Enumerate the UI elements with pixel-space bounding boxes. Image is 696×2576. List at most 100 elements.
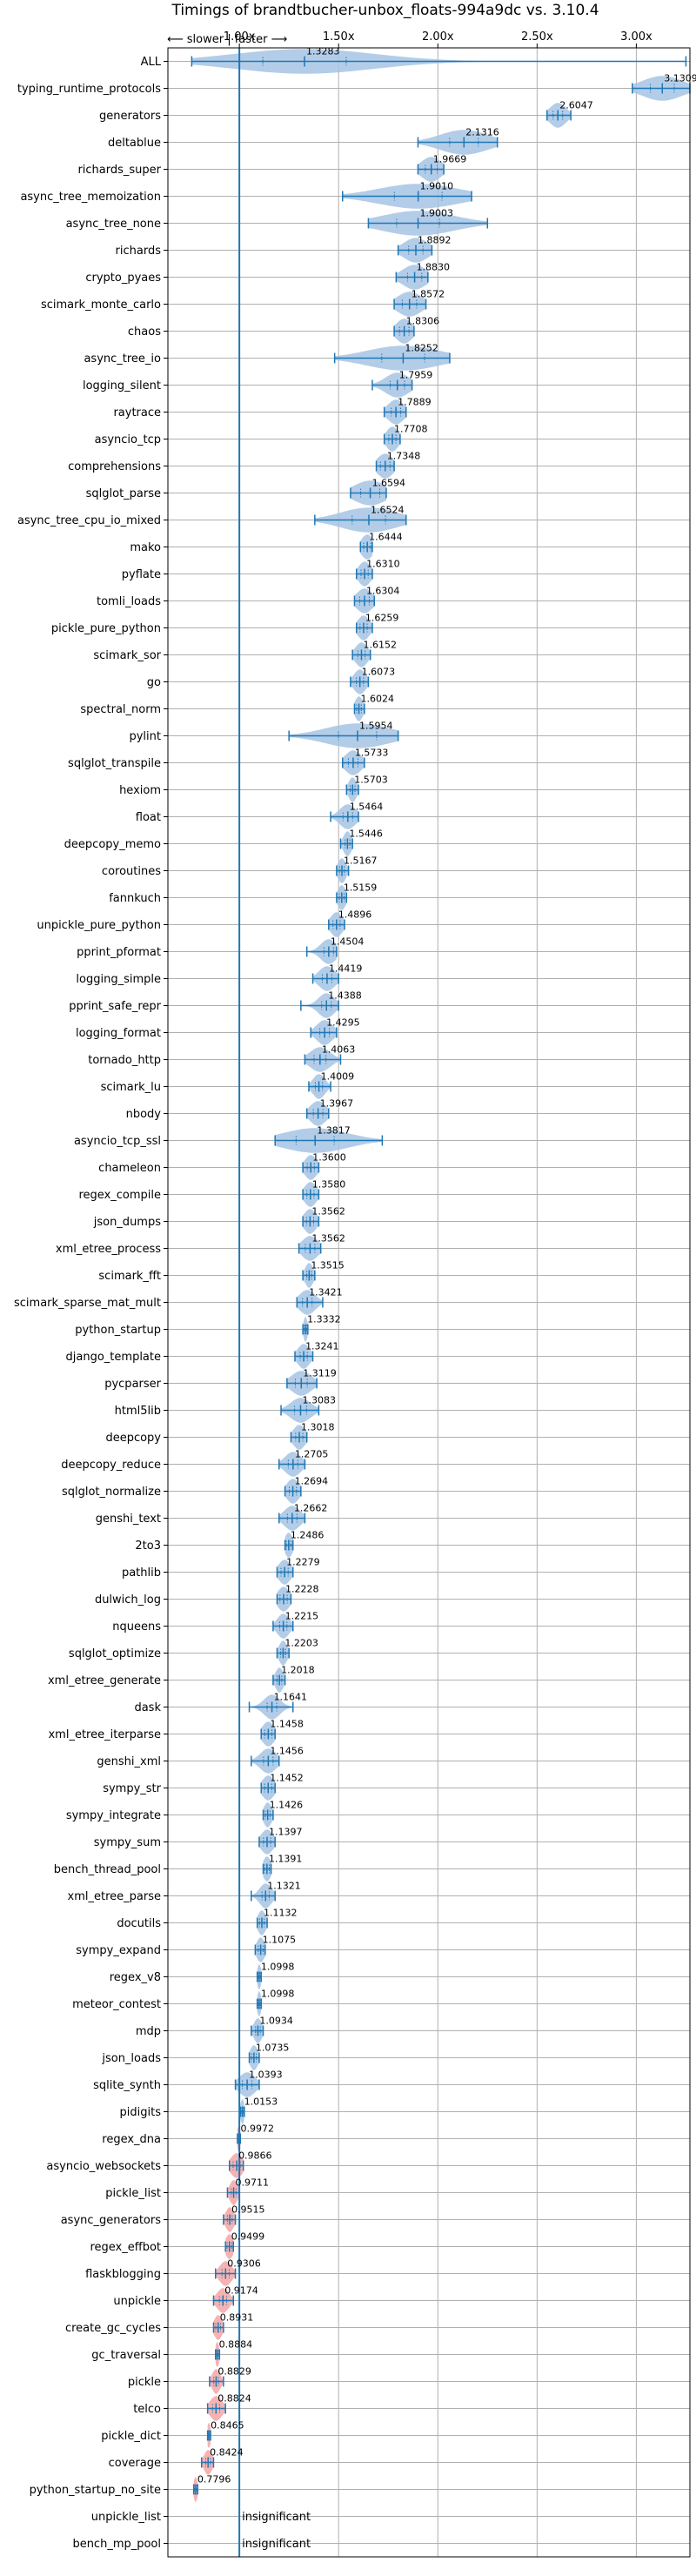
value-label: 1.7889 xyxy=(398,397,432,408)
benchmark-label: pprint_pformat xyxy=(77,946,161,959)
benchmark-label: deepcopy_reduce xyxy=(61,1459,161,1472)
x-tick-label: 3.00x xyxy=(620,30,652,44)
violin-group xyxy=(280,1398,320,1423)
benchmark-label: bench_mp_pool xyxy=(72,2538,161,2551)
benchmark-label: docutils xyxy=(117,1917,161,1930)
benchmark-label: async_generators xyxy=(61,2214,162,2227)
benchmark-label: sympy_str xyxy=(103,1782,161,1795)
benchmark-label: json_loads xyxy=(101,2052,161,2065)
violin-group xyxy=(397,238,433,263)
violin-group xyxy=(393,319,415,344)
violin-group xyxy=(192,2477,198,2502)
value-label: 1.3083 xyxy=(302,1395,336,1406)
value-label: 1.1075 xyxy=(263,1935,297,1946)
benchmark-label: regex_compile xyxy=(78,1189,161,1202)
violin-group xyxy=(342,184,472,209)
violin-group xyxy=(336,858,350,883)
benchmark-label: python_startup_no_site xyxy=(30,2484,161,2497)
benchmark-label: pprint_safe_repr xyxy=(69,1000,161,1013)
violin-group xyxy=(288,723,399,748)
value-label: 1.3515 xyxy=(311,1260,345,1271)
benchmark-label: hexiom xyxy=(119,784,161,797)
violin-group xyxy=(201,2450,215,2475)
value-label: 1.1132 xyxy=(264,1908,298,1919)
value-label: 1.4419 xyxy=(329,963,363,975)
direction-label: ⟵ slower | faster ⟶ xyxy=(167,33,287,46)
benchmark-label: create_gc_cycles xyxy=(65,2322,161,2335)
violin-group xyxy=(305,939,338,964)
value-label: 1.0934 xyxy=(259,2016,293,2027)
benchmark-label: logging_simple xyxy=(76,973,161,986)
x-tick-label: 2.50x xyxy=(521,30,553,44)
violin-group xyxy=(383,399,407,425)
benchmark-label: sqlglot_optimize xyxy=(69,1647,161,1660)
violin-group xyxy=(206,2423,211,2448)
benchmark-label: generators xyxy=(99,110,161,123)
violin-group xyxy=(286,1371,318,1396)
value-label: 1.5159 xyxy=(344,882,378,894)
violin-group xyxy=(302,1182,320,1207)
violin-group xyxy=(371,372,413,398)
chart-title: Timings of brandtbucher-unbox_floats-994… xyxy=(171,2,599,19)
value-label: 1.8892 xyxy=(418,235,452,246)
violin-group xyxy=(239,2099,245,2124)
violin-group xyxy=(359,534,373,560)
value-label: 0.9499 xyxy=(231,2231,265,2243)
benchmark-label: pidigits xyxy=(120,2106,162,2119)
violin-group xyxy=(284,1479,302,1504)
value-label: 1.0393 xyxy=(249,2070,283,2081)
benchmark-label: 2to3 xyxy=(135,1540,161,1553)
benchmark-label: ALL xyxy=(141,56,162,69)
violin-group xyxy=(276,1587,292,1612)
benchmark-label: genshi_xml xyxy=(97,1755,161,1768)
violin-group xyxy=(274,1128,384,1153)
value-label: 1.0998 xyxy=(261,1989,295,2000)
benchmark-label: raytrace xyxy=(113,406,161,419)
benchmark-label: asyncio_websockets xyxy=(46,2160,161,2173)
benchmark-label: dulwich_log xyxy=(95,1593,161,1607)
benchmark-label: typing_runtime_protocols xyxy=(17,83,161,96)
benchmark-label: fannkuch xyxy=(109,892,161,905)
violin-group xyxy=(215,2261,237,2286)
benchmark-label: async_tree_io xyxy=(84,352,161,366)
benchmark-label: sqlglot_parse xyxy=(86,487,161,500)
violin-group xyxy=(209,2369,224,2394)
violin-group xyxy=(417,130,499,155)
violin-group xyxy=(278,1452,306,1477)
value-label: 1.8252 xyxy=(405,343,438,354)
violin-group xyxy=(258,1829,276,1855)
benchmark-label: xml_etree_generate xyxy=(48,1674,161,1687)
value-label: 1.8306 xyxy=(406,316,440,327)
value-label: 0.9174 xyxy=(224,2285,258,2297)
violin-group xyxy=(206,2396,226,2421)
violin-group xyxy=(393,292,427,317)
value-label: 1.4295 xyxy=(326,1017,360,1029)
benchmark-label: nbody xyxy=(126,1108,162,1121)
value-label: 1.9010 xyxy=(420,181,454,192)
violin-group xyxy=(300,993,339,1018)
value-label: 1.0153 xyxy=(244,2096,278,2108)
value-label: 1.1456 xyxy=(270,1746,304,1757)
benchmark-label: unpickle_list xyxy=(91,2511,161,2524)
benchmark-label: python_startup xyxy=(75,1324,161,1337)
value-label: 1.4009 xyxy=(321,1071,355,1083)
benchmark-label: django_template xyxy=(66,1351,161,1364)
benchmark-label: chaos xyxy=(128,325,161,339)
value-label: 1.7348 xyxy=(387,451,421,462)
value-label: 1.3421 xyxy=(309,1287,343,1298)
violin-group xyxy=(350,480,387,506)
value-label: 1.1458 xyxy=(270,1719,304,1730)
violin-group xyxy=(339,831,353,856)
benchmark-label: mdp xyxy=(136,2025,161,2038)
value-label: 0.9515 xyxy=(231,2204,265,2216)
value-label: 1.1397 xyxy=(269,1827,303,1838)
benchmark-label: telco xyxy=(133,2403,161,2416)
benchmark-label: coroutines xyxy=(102,865,161,878)
value-label: 1.7959 xyxy=(399,370,433,381)
violin-group xyxy=(254,1937,266,1962)
benchmark-label: json_dumps xyxy=(93,1216,161,1229)
violin-group xyxy=(345,777,359,802)
violin-group xyxy=(302,1317,309,1342)
violin-group xyxy=(298,1236,322,1261)
